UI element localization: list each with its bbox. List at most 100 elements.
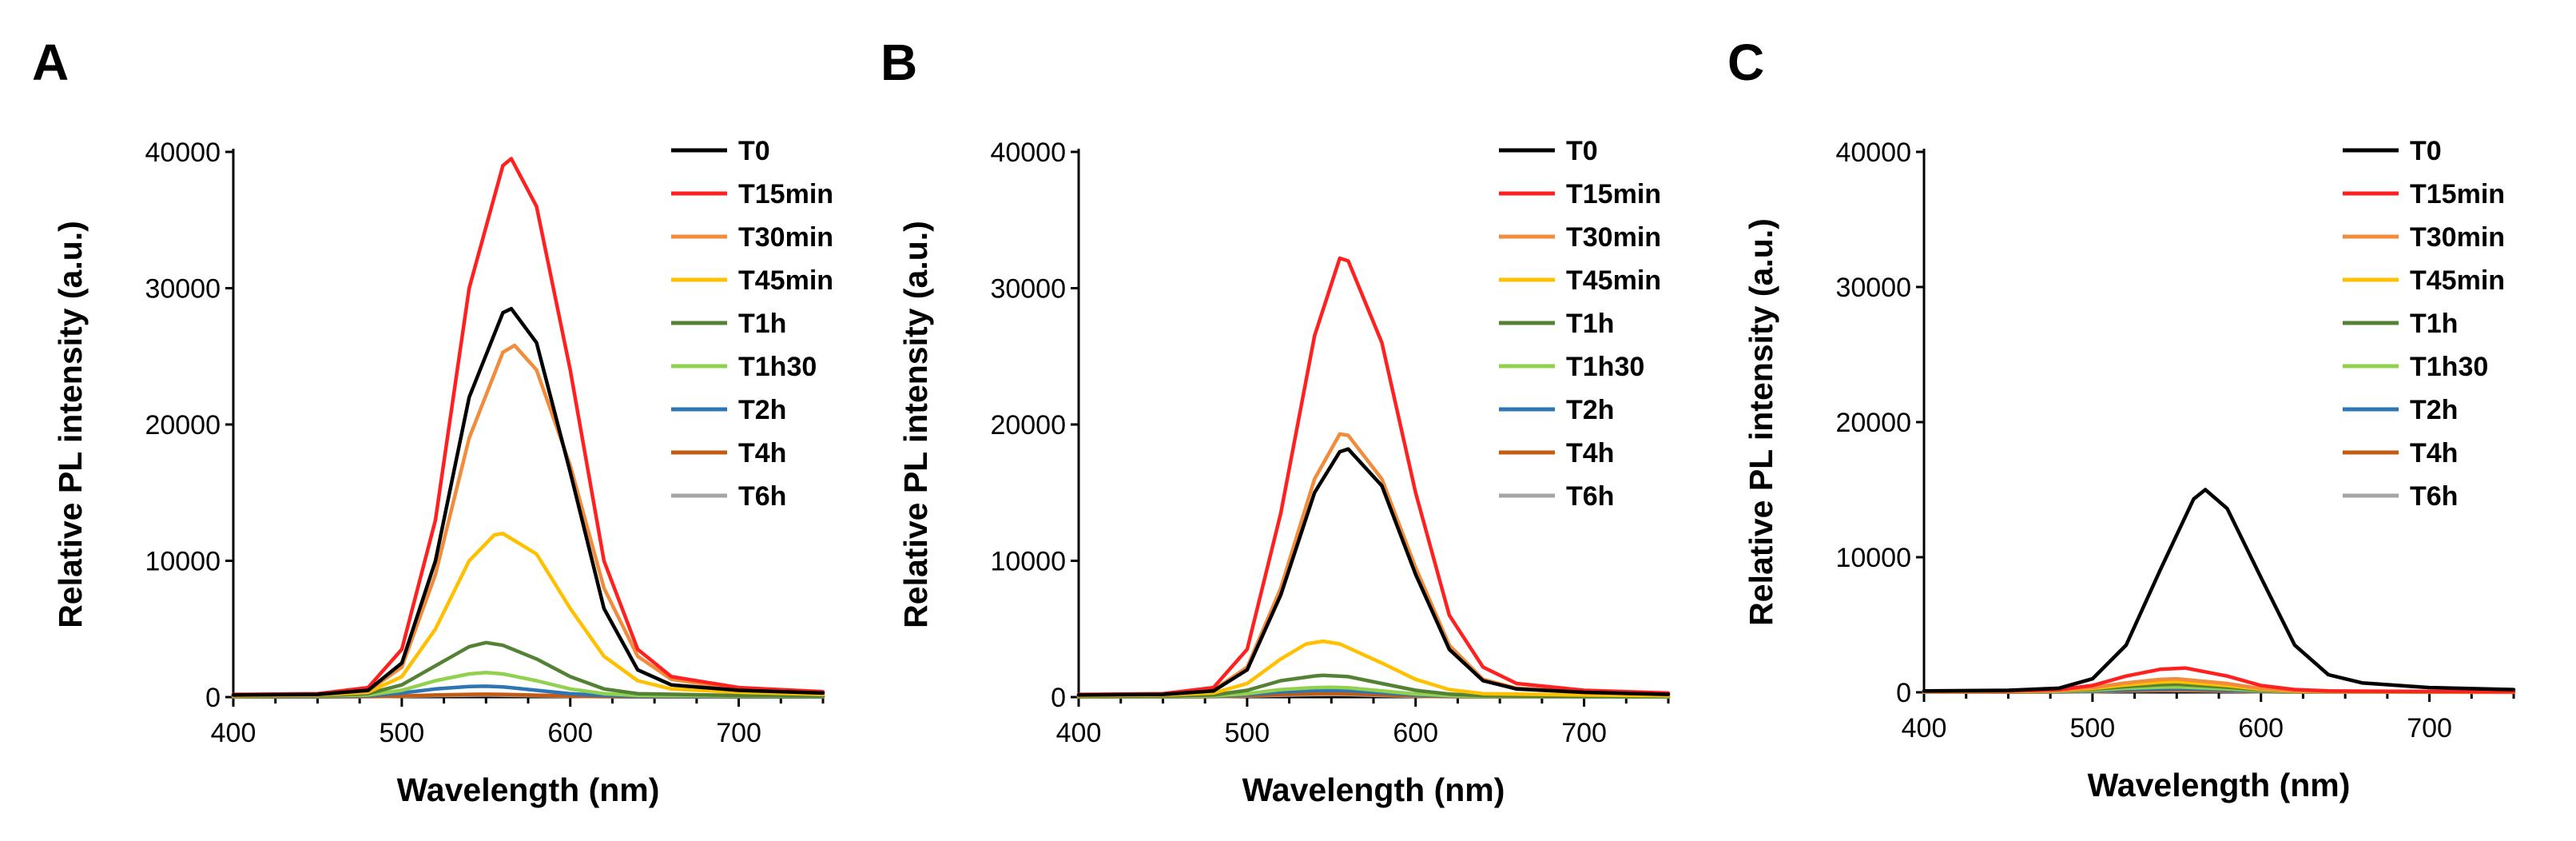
y-tick-label: 30000	[1835, 273, 1911, 303]
legend-item: T1h	[671, 309, 786, 339]
y-axis-title: Relative PL intensity (a.u.)	[1743, 218, 1779, 626]
legend: T0 T15min T30min T45min T1h T1h30 T2h T4h T6h	[671, 136, 833, 512]
legend-label: T2h	[738, 395, 786, 425]
legend-item: T6h	[671, 481, 786, 512]
series-line-t1h30	[231, 671, 825, 699]
legend-label: T1h30	[2410, 352, 2488, 382]
x-axis-title: Wavelength (nm)	[2088, 767, 2351, 803]
series-line-t0	[231, 306, 825, 697]
y-tick-label: 30000	[990, 274, 1066, 305]
y-tick-label: 40000	[145, 138, 221, 168]
chart-panel-b: B 0 10000 20000 30000 40000 400 500 600 700 Wavele…	[881, 34, 1671, 808]
x-tick-label: 600	[1393, 718, 1438, 748]
legend-item: T6h	[2343, 481, 2458, 512]
legend-item: T4h	[1499, 438, 1614, 468]
legend-item: T0	[2343, 136, 2442, 166]
legend-item: T30min	[1499, 222, 1661, 253]
legend-item: T45min	[671, 265, 833, 296]
y-tick-label: 20000	[1835, 408, 1911, 438]
legend-label: T1h	[1566, 309, 1614, 339]
panel-letter: C	[1727, 34, 1764, 91]
legend-label: T2h	[1566, 395, 1614, 425]
series-line-t45min	[1076, 639, 1671, 698]
legend-item: T1h30	[671, 352, 817, 382]
y-tick-label: 0	[1051, 683, 1066, 713]
legend-label: T45min	[2410, 265, 2505, 296]
y-tick-label: 10000	[1835, 543, 1911, 573]
legend-item: T45min	[1499, 265, 1661, 296]
x-tick-label: 500	[379, 718, 424, 748]
x-tick-label: 400	[211, 718, 256, 748]
legend-item: T15min	[1499, 179, 1661, 209]
chart-panel-a: A 0 10000 20000 30000 40000 400 500 600 700 Wavele…	[32, 34, 833, 808]
chart-panel-c: C 0 10000 20000 30000 40000 400 500 600 700 Wavele…	[1727, 34, 2516, 803]
series-line-t30min	[231, 343, 825, 697]
legend-label: T30min	[738, 222, 833, 253]
legend-label: T0	[1566, 136, 1598, 166]
legend-label: T30min	[2410, 222, 2505, 253]
legend-item: T1h30	[1499, 352, 1644, 382]
y-axis-title: Relative PL intensity (a.u.)	[52, 221, 89, 628]
series-line-t0	[1922, 488, 2516, 693]
legend: T0 T15min T30min T45min T1h T1h30 T2h T4h T6h	[2343, 136, 2505, 512]
legend-item: T15min	[2343, 179, 2505, 209]
legend-item: T4h	[2343, 438, 2458, 468]
y-tick-label: 20000	[990, 410, 1066, 440]
legend-item: T15min	[671, 179, 833, 209]
y-axis-title: Relative PL intensity (a.u.)	[897, 221, 934, 628]
series-line-t45min	[231, 532, 825, 698]
legend-item: T1h	[2343, 309, 2458, 339]
series-line-t15min	[231, 157, 825, 696]
x-tick-label: 600	[547, 718, 593, 748]
legend-label: T2h	[2410, 395, 2458, 425]
x-tick-label: 700	[1561, 718, 1607, 748]
legend-item: T1h	[1499, 309, 1614, 339]
legend-label: T15min	[738, 179, 833, 209]
legend-label: T4h	[2410, 438, 2458, 468]
x-tick-label: 400	[1056, 718, 1102, 748]
panel-letter: A	[32, 34, 69, 91]
series-line-t1h	[1076, 673, 1671, 699]
legend-label: T30min	[1566, 222, 1661, 253]
x-tick-label: 500	[2069, 713, 2115, 743]
x-tick-label: 700	[2407, 713, 2452, 743]
legend-item: T1h30	[2343, 352, 2488, 382]
y-tick-label: 40000	[990, 138, 1066, 168]
legend-label: T1h	[738, 309, 786, 339]
legend-item: T0	[671, 136, 770, 166]
legend-item: T2h	[2343, 395, 2458, 425]
y-tick-label: 20000	[145, 410, 221, 440]
x-tick-label: 400	[1902, 713, 1947, 743]
legend-item: T30min	[2343, 222, 2505, 253]
legend-label: T0	[738, 136, 770, 166]
legend-item: T2h	[1499, 395, 1614, 425]
legend-item: T45min	[2343, 265, 2505, 296]
legend-label: T45min	[1566, 265, 1661, 296]
legend-label: T6h	[2410, 481, 2458, 512]
y-tick-label: 10000	[990, 547, 1066, 577]
y-tick-label: 0	[205, 683, 221, 713]
legend-label: T0	[2410, 136, 2442, 166]
legend-label: T1h	[2410, 309, 2458, 339]
legend-label: T15min	[2410, 179, 2505, 209]
series-line-t30min	[1076, 432, 1671, 697]
series-line-t15min	[1076, 256, 1671, 696]
legend-label: T6h	[1566, 481, 1614, 512]
legend-label: T1h30	[1566, 352, 1644, 382]
x-axis-title: Wavelength (nm)	[397, 771, 660, 808]
series-line-t0	[1076, 447, 1671, 697]
y-tick-label: 40000	[1835, 138, 1911, 168]
legend-item: T0	[1499, 136, 1598, 166]
legend-label: T15min	[1566, 179, 1661, 209]
panel-letter: B	[881, 34, 917, 91]
y-tick-label: 30000	[145, 274, 221, 305]
x-axis-title: Wavelength (nm)	[1242, 771, 1505, 808]
series-line-t1h	[231, 640, 825, 698]
legend-label: T1h30	[738, 352, 817, 382]
legend-item: T30min	[671, 222, 833, 253]
x-tick-label: 700	[716, 718, 761, 748]
legend-label: T6h	[738, 481, 786, 512]
y-tick-label: 0	[1896, 678, 1911, 708]
